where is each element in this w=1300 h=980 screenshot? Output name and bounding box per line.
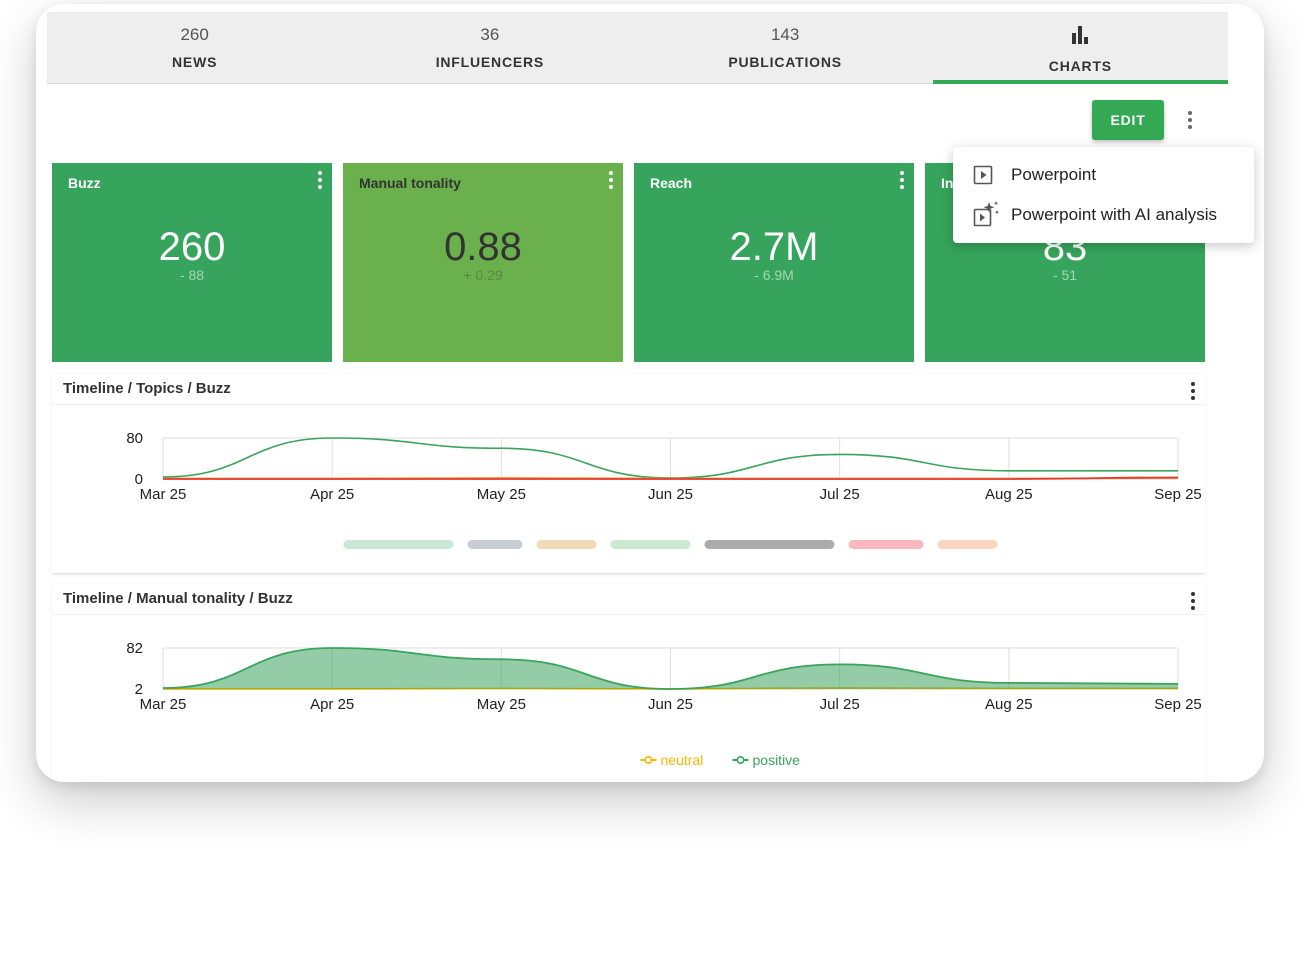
menu-item-powerpoint[interactable]: Powerpoint [973, 160, 1096, 190]
card-value: 260 [158, 225, 226, 269]
y-tick-label: 80 [126, 430, 143, 447]
card-delta: - 51 [1052, 267, 1078, 283]
legend-item-blurred[interactable] [467, 540, 523, 549]
legend-label: positive [753, 752, 801, 768]
legend-item-blurred[interactable] [704, 540, 835, 549]
x-tick-label: Jul 25 [820, 696, 860, 713]
card-title: Reach [650, 175, 693, 191]
card-title: Manual tonality [359, 175, 461, 191]
legend-item-positive[interactable]: positive [732, 752, 801, 768]
card-menu-icon[interactable] [900, 171, 904, 189]
menu-item-label: Powerpoint with AI analysis [1011, 205, 1217, 224]
y-tick-label: 82 [126, 640, 143, 657]
x-tick-label: Jun 25 [648, 486, 693, 503]
app-window: 260 NEWS 36 INFLUENCERS 143 PUBLICATIONS… [36, 4, 1264, 782]
card-value: 2.7M [729, 225, 819, 269]
series-line [162, 647, 1179, 690]
legend-item-blurred[interactable] [536, 540, 597, 549]
ai-sparkle-presentation-icon [973, 201, 1000, 227]
tab-label: INFLUENCERS [435, 54, 545, 70]
bar-chart-icon [1072, 26, 1089, 44]
x-tick-label: Aug 25 [985, 696, 1033, 713]
card-menu-icon[interactable] [609, 171, 613, 189]
menu-item-label: Powerpoint [1011, 165, 1097, 184]
panel-menu-icon[interactable] [1191, 382, 1195, 400]
tab-count: 36 [480, 25, 500, 44]
x-tick-label: Mar 25 [140, 696, 187, 713]
chart-grid [162, 437, 1179, 480]
x-tick-label: May 25 [477, 696, 526, 713]
series-area [163, 648, 1178, 689]
edit-button[interactable]: EDIT [1092, 100, 1164, 140]
x-tick-label: Sep 25 [1154, 696, 1202, 713]
card-delta: - 88 [179, 267, 205, 283]
tab-news[interactable]: 260 NEWS [47, 12, 342, 83]
x-tick-label: Apr 25 [310, 696, 354, 713]
legend-item-neutral[interactable]: neutral [640, 752, 704, 768]
tab-label: NEWS [172, 54, 218, 70]
legend-label: neutral [661, 752, 704, 768]
export-menu: Powerpoint Powerpoint with AI analysis [953, 147, 1254, 243]
x-tick-label: Jul 25 [820, 486, 860, 503]
legend-item-blurred[interactable] [610, 540, 691, 549]
chart-panel-tonality: Timeline / Manual tonality / Buzz 82 2 Mar… [52, 584, 1205, 782]
stat-card-manual-tonality: Manual tonality 0.88 + 0.29 [343, 163, 623, 362]
card-delta: + 0.29 [463, 267, 503, 283]
panel-title: Timeline / Manual tonality / Buzz [63, 590, 293, 607]
x-tick-label: Apr 25 [310, 486, 354, 503]
panel-title: Timeline / Topics / Buzz [63, 380, 231, 397]
series-line [162, 476, 1179, 480]
legend-item-blurred[interactable] [848, 540, 924, 549]
x-tick-label: Aug 25 [985, 486, 1033, 503]
card-title: Buzz [68, 175, 101, 191]
card-delta: - 6.9M [754, 267, 794, 283]
x-tick-label: Sep 25 [1154, 486, 1202, 503]
chart-legend [343, 540, 998, 549]
x-tick-label: May 25 [477, 486, 526, 503]
menu-item-powerpoint-ai[interactable]: Powerpoint with AI analysis [973, 200, 1217, 230]
x-tick-label: Mar 25 [140, 486, 187, 503]
tab-publications[interactable]: 143 PUBLICATIONS [638, 12, 933, 83]
stat-card-buzz: Buzz 260 - 88 [52, 163, 332, 362]
chart-panel-topics: Timeline / Topics / Buzz 80 0 Mar 25 Apr 25… [52, 374, 1205, 574]
tab-count: 143 [770, 25, 800, 44]
card-menu-icon[interactable] [318, 171, 322, 189]
chart-legend: neutral positive [640, 752, 801, 768]
tab-influencers[interactable]: 36 INFLUENCERS [342, 12, 637, 83]
tab-label: PUBLICATIONS [728, 54, 842, 70]
card-value: 0.88 [444, 225, 522, 269]
more-options-icon[interactable] [1188, 111, 1192, 129]
tab-bar: 260 NEWS 36 INFLUENCERS 143 PUBLICATIONS… [47, 12, 1229, 84]
y-tick-label: 2 [135, 681, 143, 698]
x-tick-label: Jun 25 [648, 696, 693, 713]
legend-item-blurred[interactable] [937, 540, 998, 549]
tab-count: 260 [180, 25, 209, 44]
card-title: In [941, 175, 954, 191]
y-tick-label: 0 [135, 471, 143, 488]
presentation-icon [973, 165, 993, 185]
tab-charts[interactable]: CHARTS [932, 12, 1229, 84]
tab-label: CHARTS [1048, 58, 1112, 74]
panel-menu-icon[interactable] [1191, 592, 1195, 610]
stat-card-reach: Reach 2.7M - 6.9M [634, 163, 914, 362]
legend-item-blurred[interactable] [343, 540, 454, 549]
